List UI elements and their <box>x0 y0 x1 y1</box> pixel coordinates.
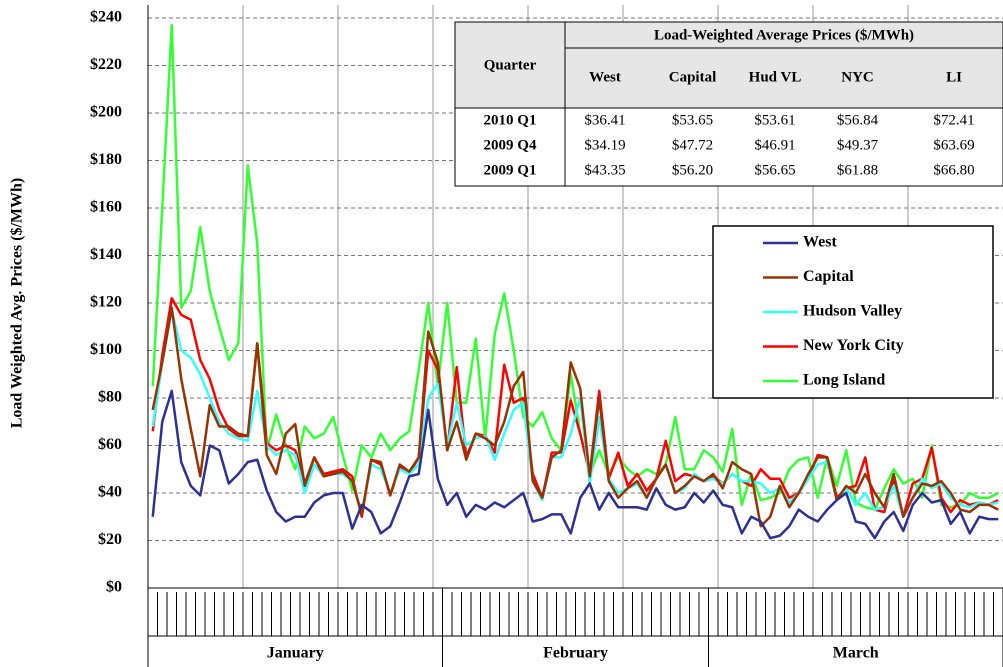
table-header: Hud VL <box>749 69 802 85</box>
series-line <box>151 389 999 540</box>
y-tick-label: $60 <box>98 436 122 453</box>
x-group-label: January <box>267 645 324 662</box>
table-cell: $49.37 <box>837 137 879 153</box>
table-cell: $43.35 <box>584 162 625 178</box>
y-tick-label: $240 <box>90 9 122 26</box>
table-row-label: 2010 Q1 <box>484 112 537 128</box>
table-cell: $56.84 <box>837 112 879 128</box>
table-header: Quarter <box>484 57 537 73</box>
y-tick-label: $100 <box>90 341 122 358</box>
series-line <box>151 308 999 518</box>
legend-label: Long Island <box>803 372 885 389</box>
y-tick-label: $20 <box>98 531 122 548</box>
y-tick-label: $160 <box>90 199 122 216</box>
y-axis-label: Load Weighted Avg. Prices ($/MWh) <box>9 178 26 429</box>
legend-label: Hudson Valley <box>803 303 902 320</box>
table-header: LI <box>946 69 962 85</box>
table-row-label: 2009 Q4 <box>484 137 537 153</box>
y-tick-label: $140 <box>90 246 122 263</box>
table-cell: $46.91 <box>754 137 795 153</box>
table-cell: $56.20 <box>672 162 713 178</box>
table-cell: $34.19 <box>584 137 625 153</box>
legend-label: New York City <box>803 337 904 354</box>
x-group-label: March <box>833 645 879 662</box>
table-cell: $72.41 <box>933 112 974 128</box>
table-cell: $63.69 <box>933 137 974 153</box>
table-body-bg <box>454 107 1003 187</box>
y-tick-label: $0 <box>106 579 122 596</box>
table-cell: $47.72 <box>672 137 713 153</box>
table-cell: $53.61 <box>754 112 795 128</box>
legend-label: West <box>803 234 837 251</box>
table-header: Capital <box>669 69 717 85</box>
table-title: Load-Weighted Average Prices ($/MWh) <box>654 27 914 43</box>
table-header: NYC <box>841 69 874 85</box>
legend-label: Capital <box>803 268 854 285</box>
table-row-label: 2009 Q1 <box>484 162 537 178</box>
y-tick-label: $220 <box>90 56 122 73</box>
y-tick-label: $80 <box>98 389 122 406</box>
table-cell: $61.88 <box>837 162 878 178</box>
legend-box <box>712 225 994 399</box>
x-group-label: February <box>543 645 608 662</box>
series-line <box>151 306 999 528</box>
table-cell: $36.41 <box>584 112 625 128</box>
table-cell: $56.65 <box>754 162 795 178</box>
y-tick-label: $180 <box>90 151 122 168</box>
y-tick-label: $200 <box>90 104 122 121</box>
table-cell: $53.65 <box>672 112 713 128</box>
y-tick-label: $40 <box>98 484 122 501</box>
y-tick-label: $120 <box>90 294 122 311</box>
table-cell: $66.80 <box>933 162 974 178</box>
table-header: West <box>589 69 621 85</box>
